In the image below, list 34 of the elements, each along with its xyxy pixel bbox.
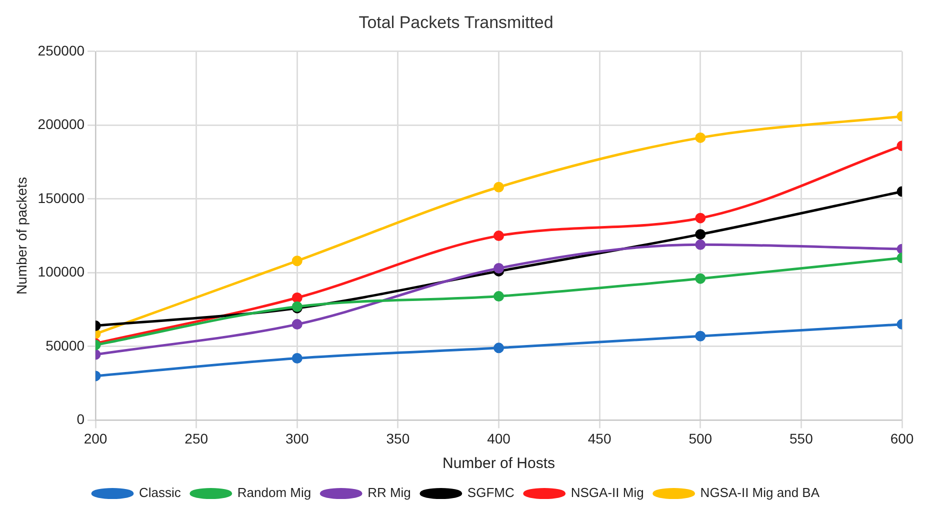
- point: [695, 212, 706, 224]
- point: [494, 342, 504, 354]
- y-tick-label: 50000: [46, 337, 85, 354]
- point: [494, 230, 504, 242]
- legend-label: NGSA-II Mig and BA: [700, 485, 820, 500]
- point: [695, 330, 706, 342]
- point: [494, 182, 504, 192]
- x-tick-label: 450: [588, 430, 612, 446]
- legend-label: Random Mig: [237, 485, 312, 500]
- point: [494, 291, 504, 302]
- x-tick-label: 600: [890, 430, 914, 446]
- y-tick-label: 150000: [38, 190, 85, 206]
- y-tick-label: 0: [76, 411, 85, 428]
- x-tick-label: 500: [688, 430, 712, 446]
- point: [695, 273, 706, 284]
- y-tick-label: 100000: [38, 264, 85, 280]
- x-tick-label: 250: [184, 430, 208, 446]
- x-tick-label: 350: [386, 430, 410, 446]
- x-tick-label: 400: [487, 430, 511, 446]
- x-tick-label: 200: [84, 430, 108, 446]
- legend-label: NSGA-II Mig: [570, 485, 644, 500]
- x-tick-label: 550: [790, 430, 814, 446]
- y-axis-title: Number of packets: [13, 177, 30, 295]
- legend-label: RR Mig: [368, 485, 411, 500]
- legend-label: SGFMC: [467, 485, 514, 500]
- point: [695, 239, 706, 250]
- point: [695, 132, 706, 143]
- y-tick-label: 250000: [38, 42, 85, 58]
- chart-title: Total Packets Transmitted: [358, 12, 554, 32]
- legend-label: Classic: [138, 485, 182, 500]
- x-tick-label: 300: [285, 430, 310, 446]
- y-tick-label: 200000: [38, 116, 85, 132]
- x-axis-title: Number of Hosts: [442, 455, 556, 472]
- point: [494, 263, 504, 274]
